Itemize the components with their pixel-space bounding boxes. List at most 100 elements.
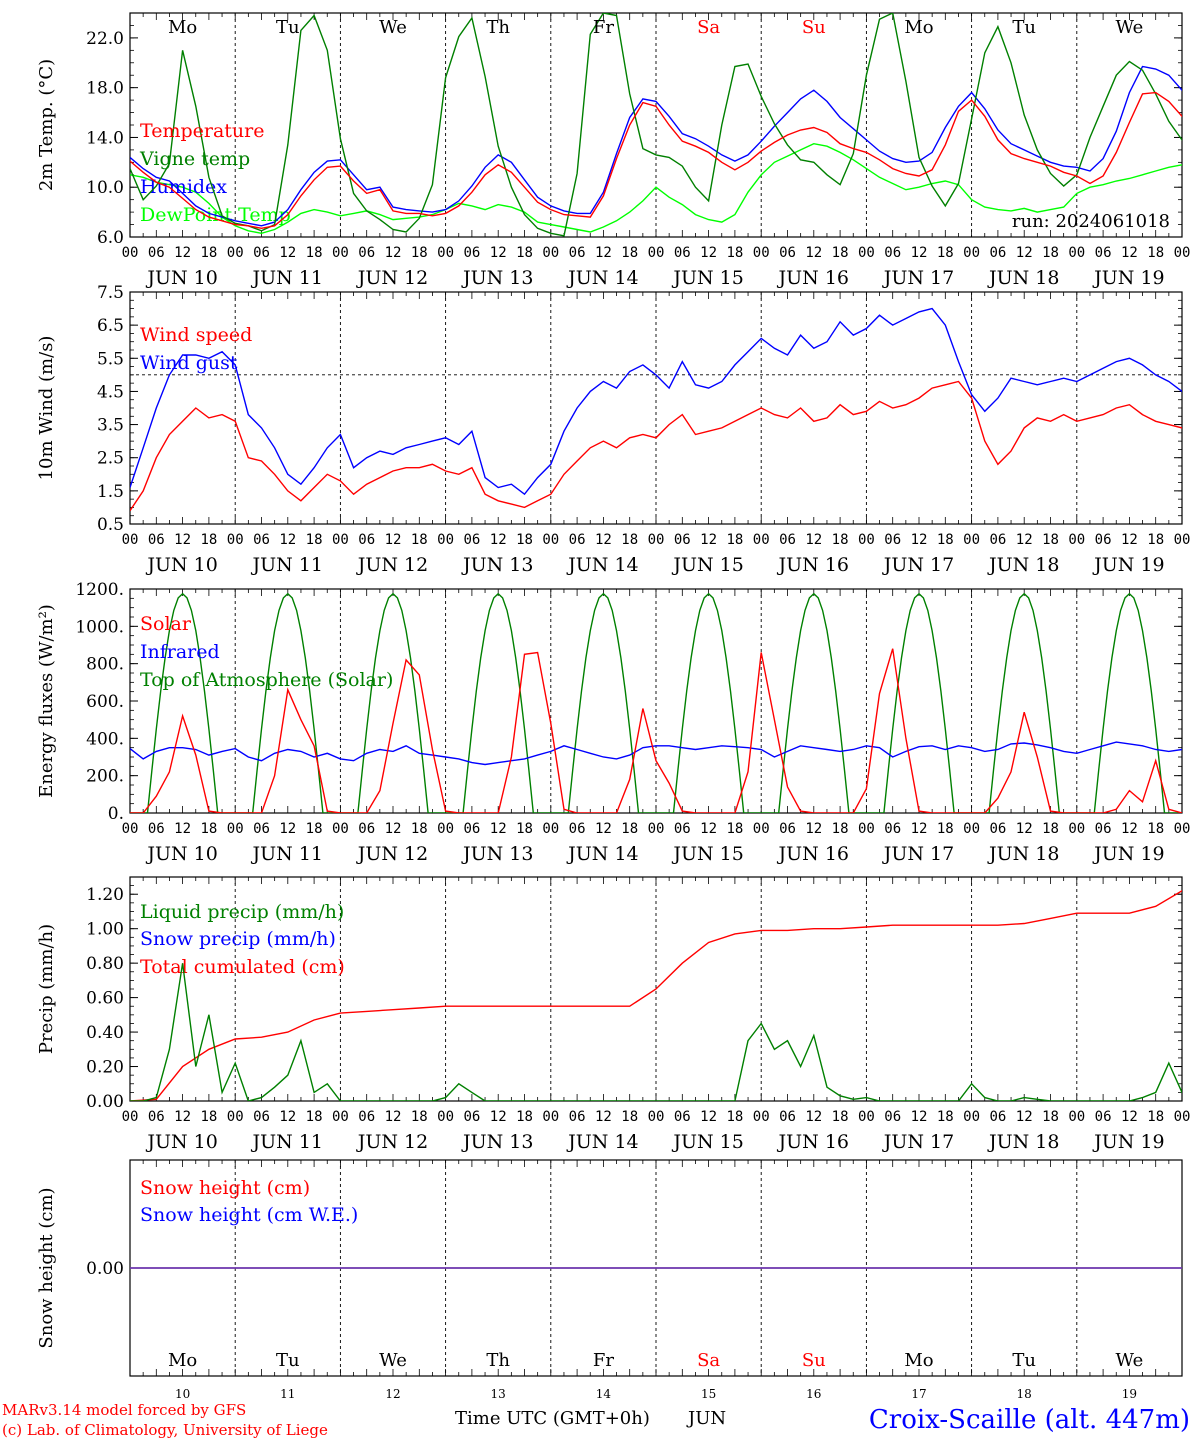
date-label: JUN 12 (356, 554, 428, 576)
hour-label: 18 (832, 1109, 849, 1125)
legend-entry: Humidex (140, 176, 227, 198)
hour-label: 00 (648, 532, 665, 548)
hour-label: 00 (437, 532, 454, 548)
hour-label: 06 (779, 532, 796, 548)
weekday-label: Su (802, 17, 826, 38)
hour-label: 06 (674, 1109, 691, 1125)
hour-label: 12 (805, 821, 822, 837)
y-axis-title: Precip (mm/h) (36, 924, 57, 1054)
hour-label: 18 (200, 1109, 217, 1125)
hour-label: 00 (1068, 821, 1085, 837)
hour-label: 00 (1068, 245, 1085, 261)
hour-label: 12 (595, 1109, 612, 1125)
hour-label: 12 (279, 1109, 296, 1125)
hour-label: 12 (174, 1109, 191, 1125)
hour-label: 06 (884, 532, 901, 548)
date-label: JUN 18 (987, 554, 1059, 576)
weekday-label: Mo (904, 17, 933, 38)
hour-label: 06 (989, 1109, 1006, 1125)
date-label: JUN 11 (251, 267, 323, 289)
hour-label: 18 (621, 532, 638, 548)
y-tick-label: 400. (86, 729, 124, 749)
date-label: JUN 17 (882, 1131, 954, 1153)
hour-label: 18 (1042, 532, 1059, 548)
day-number-label: 17 (911, 1387, 926, 1401)
hour-label: 12 (805, 532, 822, 548)
hour-label: 00 (332, 821, 349, 837)
hour-label: 12 (911, 245, 928, 261)
hour-label: 12 (595, 532, 612, 548)
hour-label: 06 (884, 1109, 901, 1125)
date-label: JUN 15 (671, 267, 743, 289)
hour-label: 18 (937, 1109, 954, 1125)
hour-label: 06 (1095, 245, 1112, 261)
y-tick-label: 200. (86, 767, 124, 787)
date-label: JUN 17 (882, 267, 954, 289)
hour-label: 18 (306, 532, 323, 548)
weekday-label: Sa (697, 17, 720, 38)
series-line-solar (130, 648, 1182, 813)
day-number-label: 12 (385, 1387, 400, 1401)
hour-label: 18 (832, 532, 849, 548)
date-label: JUN 17 (882, 843, 954, 865)
legend-entry: Snow precip (mm/h) (140, 928, 336, 950)
hour-label: 18 (1147, 532, 1164, 548)
series-line-liquid-precip-mm-h- (130, 963, 1182, 1101)
series-line-wind-speed (130, 380, 1182, 512)
y-tick-label: 1000. (75, 617, 124, 637)
hour-label: 00 (858, 821, 875, 837)
hour-label: 12 (385, 532, 402, 548)
series-line-humidex (130, 65, 1182, 227)
weekday-label: Sa (697, 1350, 720, 1371)
y-tick-label: 18.0 (86, 79, 124, 99)
hour-label: 12 (174, 821, 191, 837)
hour-label: 18 (411, 245, 428, 261)
legend-entry: Total cumulated (cm) (140, 956, 345, 978)
month-label: JUN (686, 1408, 726, 1429)
hour-label: 06 (463, 532, 480, 548)
date-label: JUN 13 (461, 843, 533, 865)
hour-label: 12 (1016, 532, 1033, 548)
y-tick-label: 7.5 (97, 283, 124, 303)
date-label: JUN 14 (566, 267, 638, 289)
date-label: JUN 14 (566, 1131, 638, 1153)
weekday-label: Mo (168, 1350, 197, 1371)
hour-label: 06 (253, 821, 270, 837)
weekday-label: Su (802, 1350, 826, 1371)
hour-label: 06 (253, 532, 270, 548)
y-tick-label: 0.40 (86, 1023, 124, 1043)
hour-label: 00 (542, 1109, 559, 1125)
y-tick-label: 0.00 (86, 1092, 124, 1112)
hour-label: 00 (122, 821, 139, 837)
series-line-infrared (130, 741, 1182, 766)
y-tick-label: 4.5 (97, 382, 124, 402)
y-tick-label: 6.5 (97, 316, 124, 336)
hour-label: 12 (1016, 1109, 1033, 1125)
y-tick-label: 0.80 (86, 954, 124, 974)
hour-label: 18 (621, 1109, 638, 1125)
hour-label: 12 (700, 1109, 717, 1125)
hour-label: 00 (753, 532, 770, 548)
day-number-label: 16 (806, 1387, 821, 1401)
hour-label: 18 (1147, 821, 1164, 837)
date-label: JUN 10 (145, 267, 217, 289)
hour-label: 00 (122, 532, 139, 548)
legend-entry: Liquid precip (mm/h) (140, 901, 344, 923)
hour-label: 00 (858, 532, 875, 548)
hour-label: 00 (332, 1109, 349, 1125)
hour-label: 00 (542, 245, 559, 261)
date-label: JUN 12 (356, 1131, 428, 1153)
model-credit: MARv3.14 model forced by GFS (2, 1401, 246, 1419)
hour-label: 00 (1174, 245, 1191, 261)
hour-label: 12 (911, 1109, 928, 1125)
hour-label: 06 (674, 821, 691, 837)
hour-label: 12 (490, 821, 507, 837)
hour-label: 06 (569, 1109, 586, 1125)
hour-label: 00 (1174, 1109, 1191, 1125)
date-label: JUN 18 (987, 1131, 1059, 1153)
weekday-label: Mo (904, 1350, 933, 1371)
date-label: JUN 16 (777, 554, 849, 576)
hour-label: 00 (1068, 1109, 1085, 1125)
hour-label: 00 (753, 821, 770, 837)
legend-entry: Wind gust (140, 352, 238, 374)
